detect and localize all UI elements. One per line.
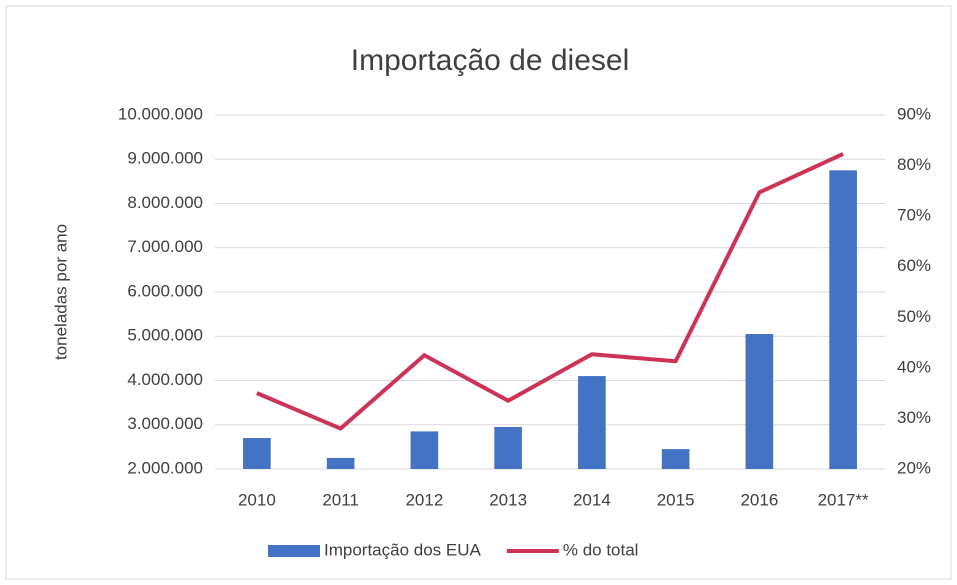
y-tick-label: 9.000.000 [127, 149, 203, 168]
y2-tick-label: 40% [897, 357, 931, 376]
bar [243, 438, 271, 469]
bar [745, 334, 774, 469]
bar [410, 431, 439, 469]
bar [829, 170, 857, 469]
x-tick-label: 2015 [657, 490, 695, 509]
y-tick-label: 10.000.000 [118, 104, 203, 123]
y-tick-label: 6.000.000 [127, 281, 203, 300]
y-tick-label: 3.000.000 [127, 414, 203, 433]
line [256, 152, 844, 431]
bar [494, 426, 522, 469]
y2-tick-label: 70% [897, 206, 931, 225]
x-tick-label: 2011 [322, 490, 359, 509]
x-tick-label: 2016 [740, 490, 778, 509]
legend-label: Importação dos EUA [324, 540, 482, 559]
bar [578, 376, 606, 469]
y2-tick-label: 80% [897, 155, 931, 174]
x-tick-label: 2010 [238, 490, 276, 509]
chart-title: Importação de diesel [351, 44, 630, 77]
legend-label: % do total [563, 540, 639, 559]
x-tick-label: 2014 [573, 490, 611, 509]
x-tick-label: 2017** [818, 490, 869, 509]
y2-tick-label: 90% [897, 104, 931, 123]
bar [326, 457, 355, 469]
y-tick-label: 5.000.000 [127, 326, 203, 345]
y-tick-label: 8.000.000 [127, 193, 203, 212]
y-tick-label: 4.000.000 [127, 370, 203, 389]
x-tick-label: 2013 [489, 490, 527, 509]
y-tick-label: 2.000.000 [127, 458, 203, 477]
legend-swatch [268, 545, 320, 557]
y2-tick-label: 50% [897, 307, 931, 326]
y2-tick-label: 30% [897, 408, 931, 427]
y-tick-label: 7.000.000 [127, 237, 203, 256]
y2-tick-label: 60% [897, 256, 931, 275]
x-tick-label: 2012 [405, 490, 443, 509]
y2-tick-label: 20% [897, 458, 931, 477]
bar [661, 449, 690, 469]
y-axis-label: toneladas por ano [51, 224, 70, 360]
